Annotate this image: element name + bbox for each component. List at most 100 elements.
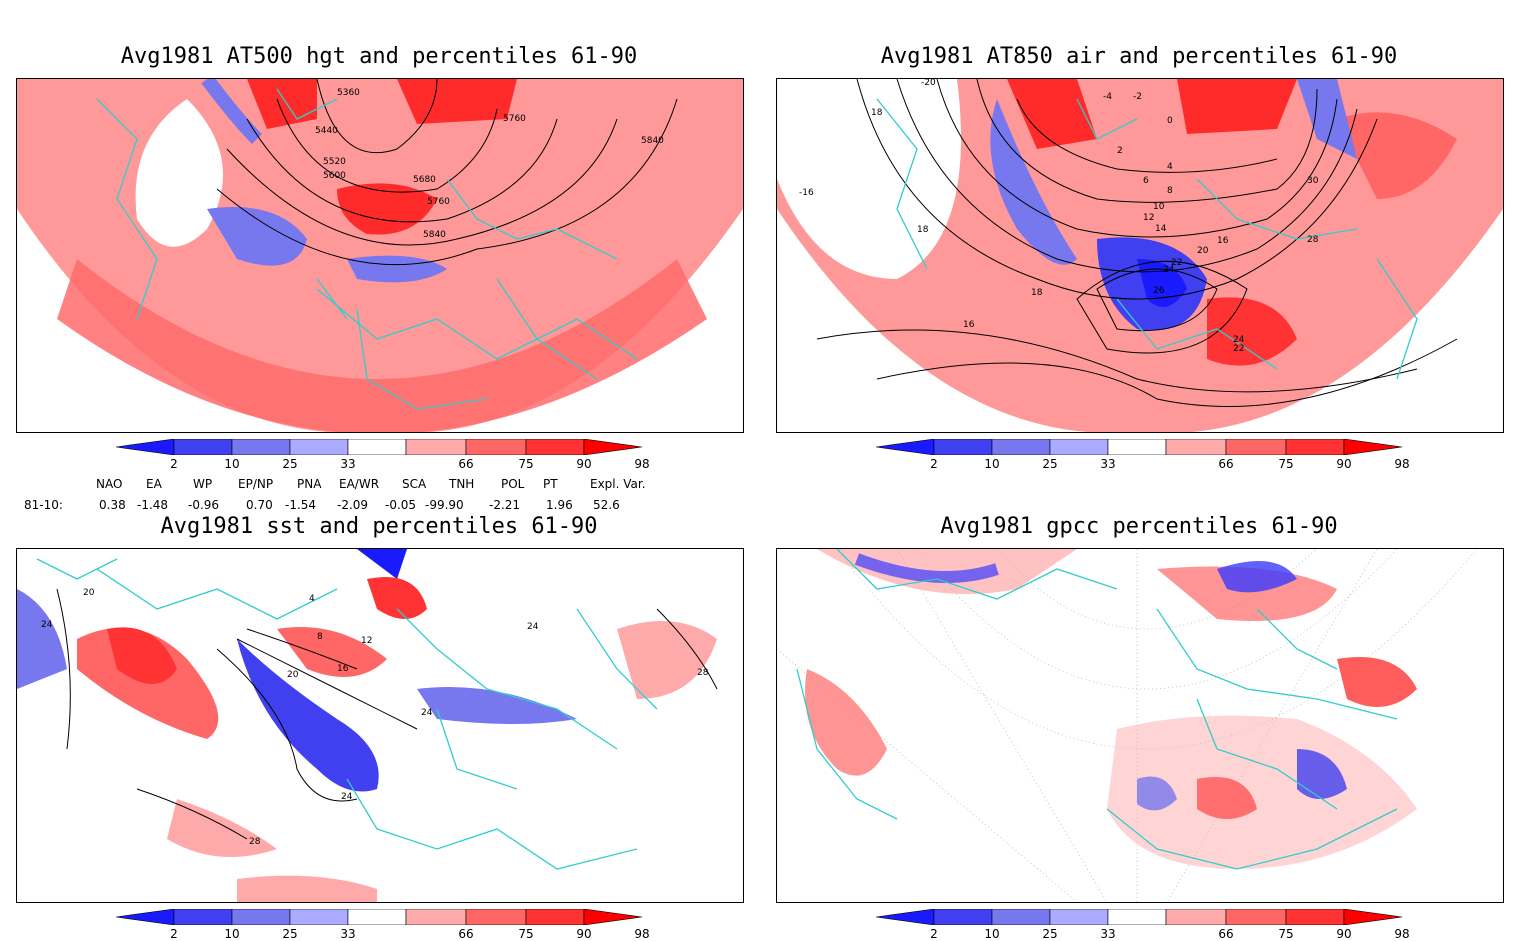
idx-header-sca: SCA xyxy=(402,477,427,491)
map-sst-svg: 24 28 20 4 8 12 16 20 24 24 28 24 xyxy=(17,549,743,902)
colorbar-air850: 2 10 25 33 66 75 90 98 xyxy=(875,438,1410,471)
colorbar-sst-segment-3 xyxy=(289,908,349,926)
colorbar-gpcc-label-33: 33 xyxy=(1100,927,1116,941)
idx-val-explvar: 52.6 xyxy=(593,498,620,512)
clabel-5760: 5760 xyxy=(427,197,450,207)
idx-val-sca: -0.05 xyxy=(385,498,417,512)
colorbar-air850-segment-4 xyxy=(1107,438,1167,456)
colorbar-air850-label-75: 75 xyxy=(1278,457,1294,471)
clabel-5760b: 5760 xyxy=(503,114,526,124)
clabel-sst-24a: 24 xyxy=(41,620,53,630)
clabel-12: 12 xyxy=(1143,213,1154,223)
colorbar-hgt500-segment-0 xyxy=(115,438,175,456)
colorbar-air850-segment-3 xyxy=(1049,438,1109,456)
colorbar-air850-segment-1 xyxy=(933,438,993,456)
clabel-18c: 18 xyxy=(1031,288,1043,298)
clabel-18a: 18 xyxy=(871,108,883,118)
clabel-2: 2 xyxy=(1117,146,1123,156)
colorbar-gpcc: 2 10 25 33 66 75 90 98 xyxy=(875,908,1410,941)
clabel-sst-24d: 24 xyxy=(421,708,433,718)
map-gpcc xyxy=(776,548,1504,903)
colorbar-air850-segment-7 xyxy=(1285,438,1345,456)
colorbar-air850-segment-2 xyxy=(991,438,1051,456)
colorbar-gpcc-label-90: 90 xyxy=(1336,927,1352,941)
colorbar-gpcc-segment-8 xyxy=(1343,908,1403,926)
clabel-24: 24 xyxy=(1163,265,1175,275)
colorbar-hgt500-svg xyxy=(115,438,643,456)
colorbar-gpcc-segment-0 xyxy=(875,908,935,926)
colorbar-hgt500-label-98: 98 xyxy=(634,457,650,471)
clabel-10: 10 xyxy=(1153,202,1165,212)
colorbar-sst-label-25: 25 xyxy=(282,927,298,941)
colorbar-air850-segment-0 xyxy=(875,438,935,456)
idx-val-nao: 0.38 xyxy=(99,498,126,512)
colorbar-hgt500-segment-3 xyxy=(289,438,349,456)
colorbar-gpcc-segment-6 xyxy=(1225,908,1287,926)
colorbar-gpcc-segment-5 xyxy=(1165,908,1227,926)
clabel-m4: -4 xyxy=(1103,92,1112,102)
idx-header-ea: EA xyxy=(146,477,162,491)
clabel-sst-20b: 20 xyxy=(287,670,299,680)
colorbar-hgt500-segment-7 xyxy=(525,438,585,456)
colorbar-sst-segment-2 xyxy=(231,908,291,926)
colorbar-gpcc-label-10: 10 xyxy=(984,927,1000,941)
idx-header-wp: WP xyxy=(193,477,213,491)
clabel-sst-4: 4 xyxy=(309,594,315,604)
colorbar-gpcc-label-25: 25 xyxy=(1042,927,1058,941)
colorbar-gpcc-segment-2 xyxy=(991,908,1051,926)
clabel-6: 6 xyxy=(1143,176,1149,186)
colorbar-hgt500-segment-8 xyxy=(583,438,643,456)
colorbar-sst-svg xyxy=(115,908,643,926)
clabel-5360: 5360 xyxy=(337,88,360,98)
colorbar-hgt500-label-75: 75 xyxy=(518,457,534,471)
colorbar-sst-segment-6 xyxy=(465,908,527,926)
colorbar-gpcc-label-2: 2 xyxy=(930,927,938,941)
colorbar-hgt500: 2 10 25 33 66 75 90 98 xyxy=(115,438,650,471)
idx-val-eawr: -2.09 xyxy=(337,498,369,512)
colorbar-gpcc-segment-4 xyxy=(1107,908,1167,926)
colorbar-sst-segment-5 xyxy=(405,908,467,926)
colorbar-air850-label-25: 25 xyxy=(1042,457,1058,471)
clabel-24b: 24 xyxy=(1233,335,1245,345)
clabel-5680: 5680 xyxy=(413,175,436,185)
colorbar-hgt500-label-2: 2 xyxy=(170,457,178,471)
colorbar-gpcc-segment-3 xyxy=(1049,908,1109,926)
idx-row-label: 81-10: xyxy=(24,498,63,512)
idx-header-explvar: Expl. Var. xyxy=(590,477,646,491)
colorbar-sst-label-2: 2 xyxy=(170,927,178,941)
idx-val-pna: -1.54 xyxy=(285,498,317,512)
colorbar-hgt500-label-66: 66 xyxy=(458,457,474,471)
map-gpcc-svg xyxy=(777,549,1503,902)
map-hgt500: 5360 5440 5520 5600 5680 5760 5840 5760 … xyxy=(16,78,744,433)
colorbar-air850-svg xyxy=(875,438,1403,456)
clabel-5840b: 5840 xyxy=(641,136,664,146)
colorbar-hgt500-segment-6 xyxy=(465,438,527,456)
clabel-20: 20 xyxy=(1197,246,1209,256)
map-sst: 24 28 20 4 8 12 16 20 24 24 28 24 xyxy=(16,548,744,903)
title-gpcc: Avg1981 gpcc percentiles 61-90 xyxy=(940,514,1338,539)
title-sst: Avg1981 sst and percentiles 61-90 xyxy=(160,514,598,539)
colorbar-sst-segment-1 xyxy=(173,908,233,926)
colorbar-sst-segment-7 xyxy=(525,908,585,926)
colorbar-sst-segment-0 xyxy=(115,908,175,926)
clabel-22b: 22 xyxy=(1233,344,1244,354)
colorbar-hgt500-segment-2 xyxy=(231,438,291,456)
idx-header-pna: PNA xyxy=(297,477,322,491)
clabel-5600: 5600 xyxy=(323,171,346,181)
clabel-sst-24c: 24 xyxy=(527,622,539,632)
colorbar-air850-segment-5 xyxy=(1165,438,1227,456)
clabel-5440: 5440 xyxy=(315,126,338,136)
colorbar-gpcc-label-66: 66 xyxy=(1218,927,1234,941)
colorbar-sst-label-75: 75 xyxy=(518,927,534,941)
idx-val-ea: -1.48 xyxy=(137,498,169,512)
idx-val-wp: -0.96 xyxy=(188,498,220,512)
clabel-30: 30 xyxy=(1307,176,1319,186)
clabel-sst-12: 12 xyxy=(361,636,372,646)
colorbar-air850-segment-6 xyxy=(1225,438,1287,456)
colorbar-gpcc-svg xyxy=(875,908,1403,926)
colorbar-air850-label-2: 2 xyxy=(930,457,938,471)
colorbar-sst-label-90: 90 xyxy=(576,927,592,941)
idx-header-epnp: EP/NP xyxy=(238,477,274,491)
map-hgt500-svg: 5360 5440 5520 5600 5680 5760 5840 5760 … xyxy=(17,79,743,432)
colorbar-hgt500-segment-1 xyxy=(173,438,233,456)
